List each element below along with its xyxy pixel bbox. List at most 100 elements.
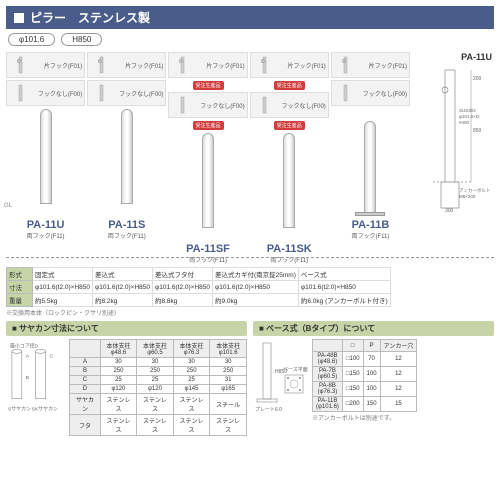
chip-height: H850 [61, 33, 102, 46]
sayakan-cell: 25 [100, 376, 137, 385]
svg-text:Sサヤカン: Sサヤカン [8, 407, 31, 413]
sayakan-cell: 250 [173, 367, 210, 376]
base-cell: 70 [363, 352, 380, 367]
sayakan-cell: 30 [100, 358, 137, 367]
header-square-icon [14, 13, 24, 23]
sayakan-cell: スチール [210, 394, 247, 415]
sayakan-cell: φ120 [137, 385, 174, 394]
spec-cell: 約5.5kg [33, 294, 93, 307]
spec-cell: φ101.6(t2.0)×H850 [298, 281, 390, 294]
thumb-katahook: 片フック(F01) [168, 52, 247, 78]
svg-text:C: C [49, 353, 53, 359]
exchange-footnote: ※交換用本体（ロックピン・クサリ別途） [6, 308, 494, 317]
base-cell: 12 [380, 352, 417, 367]
sayakan-cell: 25 [137, 376, 174, 385]
header-title: ピラー ステンレス製 [30, 9, 150, 26]
base-cell: 12 [380, 367, 417, 382]
hook-sub: 両フック(F11) [108, 231, 146, 240]
spec-cell: φ101.6(t2.0)×H850 [93, 281, 153, 294]
sayakan-cell: 30 [173, 358, 210, 367]
sayakan-cell: ステンレス [100, 415, 137, 436]
svg-text:A: A [26, 353, 30, 359]
limited-badge: 受注生産品 [193, 81, 224, 90]
base-cell: 100 [363, 367, 380, 382]
base-footnote: ※アンカーボルトは別途です。 [312, 413, 417, 422]
product-PA-11B: 片フック(F01)フックなし(F00)PA-11B両フック(F11) [331, 52, 410, 264]
header-bar: ピラー ステンレス製 [6, 6, 494, 29]
pillar-illustration [87, 106, 166, 216]
spec-cell: φ101.6(t2.0)×H850 [153, 281, 213, 294]
spec-row-head: 寸法 [7, 281, 33, 294]
svg-text:プレート6.0: プレート6.0 [255, 407, 282, 413]
sayakan-cell: 250 [137, 367, 174, 376]
model-code: PA-11SK [267, 243, 312, 255]
base-cell: 150 [363, 397, 380, 412]
sayakan-cell: φ165 [210, 385, 247, 394]
limited-badge: 受注生産品 [193, 121, 224, 130]
base-title: ■ ベース式（Bタイプ）について [253, 321, 494, 336]
spec-cell: φ101.6(t2.0)×H850 [33, 281, 93, 294]
base-cell: □200 [342, 397, 363, 412]
svg-text:300: 300 [445, 208, 454, 212]
hook-sub: 両フック(F11) [351, 231, 389, 240]
base-col-head: P [363, 340, 380, 352]
base-cell: PA-8B (φ76.3) [313, 382, 343, 397]
tech-drawing-icon: 200 850 SUS304 φ101.6×t2 #400 アンカーボルト M8… [413, 62, 493, 212]
spec-cell: 約9.0kg [213, 294, 299, 307]
spec-cell: 約8.8kg [153, 294, 213, 307]
svg-text:φ101.6×t2: φ101.6×t2 [459, 114, 480, 119]
sayakan-cell: 31 [210, 376, 247, 385]
base-cell: PA-48B (φ48.6) [313, 352, 343, 367]
sayakan-cell: C [70, 376, 100, 385]
svg-text:アンカーボルト: アンカーボルト [459, 187, 490, 194]
svg-text:#400: #400 [459, 120, 470, 125]
sayakan-col-head: 本体支柱 φ76.3 [173, 340, 210, 358]
sayakan-drawing-icon: 最小コア径D A B C Sサヤカン SKサヤカン [6, 339, 65, 419]
sayakan-col-head: 本体支柱 φ60.5 [137, 340, 174, 358]
spec-cell: ベース式 [298, 268, 390, 281]
base-cell: □150 [342, 367, 363, 382]
spec-cell: 差込式カギ付(南京錠25mm) [213, 268, 299, 281]
thumb-hooknashi: フックなし(F00) [331, 80, 410, 106]
thumb-hooknashi: フックなし(F00) [6, 80, 85, 106]
dimension-diagram: PA-11U 200 850 SUS304 φ101.6×t2 #400 アンカ… [412, 52, 494, 264]
model-code: PA-11U [27, 219, 65, 231]
sayakan-col-head [70, 340, 100, 358]
pillar-illustration: GL [6, 106, 85, 216]
hook-sub: 両フック(F11) [27, 231, 65, 240]
base-cell: 100 [363, 382, 380, 397]
catalog-page: ピラー ステンレス製 φ101.6 H850 片フック(F01)フックなし(F0… [0, 0, 500, 500]
spec-cell: 約6.0kg (アンカーボルト付き) [298, 294, 390, 307]
thumb-hooknashi: フックなし(F00) [250, 92, 329, 118]
gl-label: GL [4, 203, 12, 209]
sayakan-cell: φ120 [100, 385, 137, 394]
base-panel: ■ ベース式（Bタイプ）について H850 ベース平面図 プレート6.0 □Pア… [253, 321, 494, 436]
model-code: PA-11S [108, 219, 145, 231]
base-drawing-icon: H850 ベース平面図 プレート6.0 [253, 339, 308, 419]
product-PA-11SF: 片フック(F01)受注生産品フックなし(F00)受注生産品PA-11SF両フック… [168, 52, 247, 264]
base-cell: □100 [342, 352, 363, 367]
thumb-katahook: 片フック(F01) [331, 52, 410, 78]
spec-row-head: 重量 [7, 294, 33, 307]
sayakan-cell: ステンレス [210, 415, 247, 436]
sayakan-cell: 250 [100, 367, 137, 376]
spec-cell: 固定式 [33, 268, 93, 281]
sayakan-cell: φ145 [173, 385, 210, 394]
thumb-katahook: 片フック(F01) [250, 52, 329, 78]
spec-row-head: 形式 [7, 268, 33, 281]
spec-table: 形式固定式差込式差込式フタ付差込式カギ付(南京錠25mm)ベース式寸法φ101.… [6, 267, 391, 307]
pillar-illustration [250, 130, 329, 240]
pillar-illustration [168, 130, 247, 240]
thumb-hooknashi: フックなし(F00) [87, 80, 166, 106]
svg-text:最小コア径D: 最小コア径D [10, 342, 39, 349]
base-col-head: アンカー穴 [380, 340, 417, 352]
svg-text:ベース平面図: ベース平面図 [283, 367, 308, 373]
base-cell: PA-11B (φ101.6) [313, 397, 343, 412]
thumb-katahook: 片フック(F01) [6, 52, 85, 78]
spec-chips: φ101.6 H850 [6, 29, 494, 50]
sayakan-cell: 25 [173, 376, 210, 385]
sayakan-cell: 30 [137, 358, 174, 367]
base-col-head: □ [342, 340, 363, 352]
base-cell: PA-7B (φ60.5) [313, 367, 343, 382]
sayakan-cell: ステンレス [137, 415, 174, 436]
